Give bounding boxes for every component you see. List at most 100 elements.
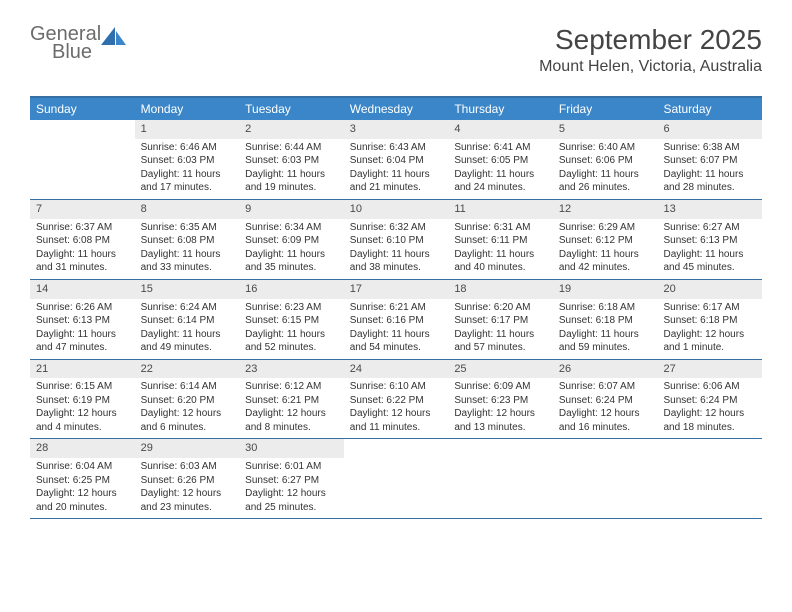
calendar-cell: 22Sunrise: 6:14 AMSunset: 6:20 PMDayligh…: [135, 360, 240, 439]
calendar-cell: 16Sunrise: 6:23 AMSunset: 6:15 PMDayligh…: [239, 280, 344, 359]
sunrise-line: Sunrise: 6:44 AM: [245, 141, 338, 155]
calendar-cell: 3Sunrise: 6:43 AMSunset: 6:04 PMDaylight…: [344, 120, 449, 199]
cell-body: Sunrise: 6:09 AMSunset: 6:23 PMDaylight:…: [448, 378, 553, 438]
daylight-line: Daylight: 12 hours and 1 minute.: [663, 328, 756, 355]
day-number: 6: [657, 120, 762, 139]
sunrise-line: Sunrise: 6:10 AM: [350, 380, 443, 394]
day-header-sunday: Sunday: [30, 98, 135, 120]
sunrise-line: Sunrise: 6:37 AM: [36, 221, 129, 235]
cell-body: Sunrise: 6:37 AMSunset: 6:08 PMDaylight:…: [30, 219, 135, 279]
sunrise-line: Sunrise: 6:40 AM: [559, 141, 652, 155]
calendar-cell: 5Sunrise: 6:40 AMSunset: 6:06 PMDaylight…: [553, 120, 658, 199]
daylight-line: Daylight: 11 hours and 59 minutes.: [559, 328, 652, 355]
sunrise-line: Sunrise: 6:23 AM: [245, 301, 338, 315]
location: Mount Helen, Victoria, Australia: [539, 58, 762, 76]
calendar-cell: 9Sunrise: 6:34 AMSunset: 6:09 PMDaylight…: [239, 200, 344, 279]
cell-body: Sunrise: 6:26 AMSunset: 6:13 PMDaylight:…: [30, 299, 135, 359]
week-row: 28Sunrise: 6:04 AMSunset: 6:25 PMDayligh…: [30, 439, 762, 519]
day-number: 22: [135, 360, 240, 379]
day-number: 21: [30, 360, 135, 379]
day-header-friday: Friday: [553, 98, 658, 120]
sunrise-line: Sunrise: 6:01 AM: [245, 460, 338, 474]
cell-body: Sunrise: 6:18 AMSunset: 6:18 PMDaylight:…: [553, 299, 658, 359]
daylight-line: Daylight: 11 hours and 54 minutes.: [350, 328, 443, 355]
calendar-cell: [553, 439, 658, 518]
cell-body: Sunrise: 6:31 AMSunset: 6:11 PMDaylight:…: [448, 219, 553, 279]
calendar-cell: 4Sunrise: 6:41 AMSunset: 6:05 PMDaylight…: [448, 120, 553, 199]
day-number: 9: [239, 200, 344, 219]
cell-body: Sunrise: 6:10 AMSunset: 6:22 PMDaylight:…: [344, 378, 449, 438]
sunrise-line: Sunrise: 6:21 AM: [350, 301, 443, 315]
day-number: 8: [135, 200, 240, 219]
cell-body: Sunrise: 6:15 AMSunset: 6:19 PMDaylight:…: [30, 378, 135, 438]
sunset-line: Sunset: 6:22 PM: [350, 394, 443, 408]
sunset-line: Sunset: 6:18 PM: [663, 314, 756, 328]
cell-body: Sunrise: 6:40 AMSunset: 6:06 PMDaylight:…: [553, 139, 658, 199]
calendar-cell: 10Sunrise: 6:32 AMSunset: 6:10 PMDayligh…: [344, 200, 449, 279]
day-header-saturday: Saturday: [657, 98, 762, 120]
calendar-cell: [448, 439, 553, 518]
day-number: 18: [448, 280, 553, 299]
cell-body: Sunrise: 6:43 AMSunset: 6:04 PMDaylight:…: [344, 139, 449, 199]
cell-body: Sunrise: 6:20 AMSunset: 6:17 PMDaylight:…: [448, 299, 553, 359]
sunset-line: Sunset: 6:08 PM: [36, 234, 129, 248]
daylight-line: Daylight: 11 hours and 21 minutes.: [350, 168, 443, 195]
cell-body: Sunrise: 6:38 AMSunset: 6:07 PMDaylight:…: [657, 139, 762, 199]
calendar-cell: 2Sunrise: 6:44 AMSunset: 6:03 PMDaylight…: [239, 120, 344, 199]
calendar-cell: 27Sunrise: 6:06 AMSunset: 6:24 PMDayligh…: [657, 360, 762, 439]
calendar-cell: 19Sunrise: 6:18 AMSunset: 6:18 PMDayligh…: [553, 280, 658, 359]
day-number: 1: [135, 120, 240, 139]
calendar-cell: 29Sunrise: 6:03 AMSunset: 6:26 PMDayligh…: [135, 439, 240, 518]
sunrise-line: Sunrise: 6:18 AM: [559, 301, 652, 315]
calendar-cell: 24Sunrise: 6:10 AMSunset: 6:22 PMDayligh…: [344, 360, 449, 439]
sunrise-line: Sunrise: 6:04 AM: [36, 460, 129, 474]
calendar-cell: 14Sunrise: 6:26 AMSunset: 6:13 PMDayligh…: [30, 280, 135, 359]
daylight-line: Daylight: 12 hours and 23 minutes.: [141, 487, 234, 514]
day-number: 11: [448, 200, 553, 219]
header: General Blue September 2025 Mount Helen,…: [30, 24, 762, 76]
calendar-cell: 8Sunrise: 6:35 AMSunset: 6:08 PMDaylight…: [135, 200, 240, 279]
sunset-line: Sunset: 6:13 PM: [36, 314, 129, 328]
daylight-line: Daylight: 12 hours and 25 minutes.: [245, 487, 338, 514]
sunrise-line: Sunrise: 6:43 AM: [350, 141, 443, 155]
week-row: 14Sunrise: 6:26 AMSunset: 6:13 PMDayligh…: [30, 280, 762, 360]
month-title: September 2025: [539, 24, 762, 56]
daylight-line: Daylight: 11 hours and 49 minutes.: [141, 328, 234, 355]
daylight-line: Daylight: 12 hours and 6 minutes.: [141, 407, 234, 434]
calendar-cell: 12Sunrise: 6:29 AMSunset: 6:12 PMDayligh…: [553, 200, 658, 279]
calendar-cell: 18Sunrise: 6:20 AMSunset: 6:17 PMDayligh…: [448, 280, 553, 359]
sunrise-line: Sunrise: 6:03 AM: [141, 460, 234, 474]
daylight-line: Daylight: 11 hours and 57 minutes.: [454, 328, 547, 355]
sunset-line: Sunset: 6:04 PM: [350, 154, 443, 168]
brand-logo: General Blue: [30, 24, 129, 62]
cell-body: Sunrise: 6:17 AMSunset: 6:18 PMDaylight:…: [657, 299, 762, 359]
day-number: 2: [239, 120, 344, 139]
daylight-line: Daylight: 11 hours and 35 minutes.: [245, 248, 338, 275]
day-number: 15: [135, 280, 240, 299]
cell-body: Sunrise: 6:14 AMSunset: 6:20 PMDaylight:…: [135, 378, 240, 438]
daylight-line: Daylight: 11 hours and 26 minutes.: [559, 168, 652, 195]
cell-body: Sunrise: 6:06 AMSunset: 6:24 PMDaylight:…: [657, 378, 762, 438]
daylight-line: Daylight: 12 hours and 20 minutes.: [36, 487, 129, 514]
sunset-line: Sunset: 6:03 PM: [245, 154, 338, 168]
calendar: SundayMondayTuesdayWednesdayThursdayFrid…: [30, 96, 762, 519]
day-number: 24: [344, 360, 449, 379]
sunrise-line: Sunrise: 6:38 AM: [663, 141, 756, 155]
calendar-cell: 7Sunrise: 6:37 AMSunset: 6:08 PMDaylight…: [30, 200, 135, 279]
sunset-line: Sunset: 6:07 PM: [663, 154, 756, 168]
calendar-cell: 28Sunrise: 6:04 AMSunset: 6:25 PMDayligh…: [30, 439, 135, 518]
cell-body: Sunrise: 6:12 AMSunset: 6:21 PMDaylight:…: [239, 378, 344, 438]
calendar-cell: 30Sunrise: 6:01 AMSunset: 6:27 PMDayligh…: [239, 439, 344, 518]
week-row: 1Sunrise: 6:46 AMSunset: 6:03 PMDaylight…: [30, 120, 762, 200]
sunrise-line: Sunrise: 6:26 AM: [36, 301, 129, 315]
day-number: 17: [344, 280, 449, 299]
cell-body: Sunrise: 6:23 AMSunset: 6:15 PMDaylight:…: [239, 299, 344, 359]
sunrise-line: Sunrise: 6:35 AM: [141, 221, 234, 235]
calendar-cell: 21Sunrise: 6:15 AMSunset: 6:19 PMDayligh…: [30, 360, 135, 439]
cell-body: Sunrise: 6:04 AMSunset: 6:25 PMDaylight:…: [30, 458, 135, 518]
sunset-line: Sunset: 6:24 PM: [663, 394, 756, 408]
sunset-line: Sunset: 6:27 PM: [245, 474, 338, 488]
cell-body: Sunrise: 6:21 AMSunset: 6:16 PMDaylight:…: [344, 299, 449, 359]
daylight-line: Daylight: 11 hours and 28 minutes.: [663, 168, 756, 195]
calendar-cell: 23Sunrise: 6:12 AMSunset: 6:21 PMDayligh…: [239, 360, 344, 439]
